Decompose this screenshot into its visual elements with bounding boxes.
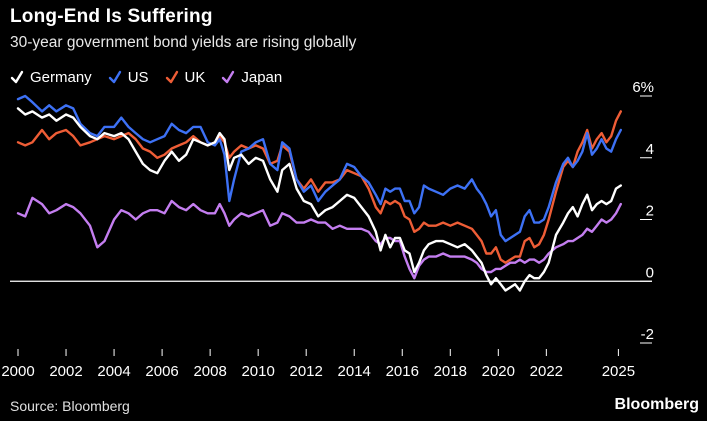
legend-check-icon [222, 70, 235, 84]
x-tick-label: 2016 [386, 363, 419, 380]
legend-item-japan: Japan [221, 69, 282, 86]
y-tick-label: 0 [646, 264, 654, 281]
series-line-us [16, 94, 622, 243]
y-tick-label: -2 [641, 326, 654, 343]
legend-item-uk: UK [165, 68, 206, 86]
x-tick-label: 2000 [1, 363, 34, 380]
x-tick-label: 2010 [241, 363, 274, 380]
series-layer [16, 94, 622, 292]
x-tick-label: 2025 [602, 363, 635, 380]
y-tick-label: 2 [646, 203, 654, 220]
x-tick-label: 2002 [49, 363, 82, 380]
x-tick-label: 2018 [434, 363, 467, 380]
y-unit-label: 6% [632, 79, 654, 96]
x-tick-label: 2012 [290, 363, 323, 380]
legend-label: US [127, 68, 149, 86]
x-tick-label: 2022 [530, 363, 563, 380]
y-tick-label: 4 [646, 141, 654, 158]
legend-check-icon [108, 70, 121, 84]
axis-layer [10, 95, 652, 356]
x-tick-label: 2006 [145, 363, 178, 380]
chart-title: Long-End Is Suffering [10, 6, 213, 27]
legend-label: Japan [241, 68, 283, 86]
chart-subtitle: 30-year government bond yields are risin… [10, 34, 357, 51]
legend-check-icon [165, 70, 178, 84]
x-tick-label: 2020 [482, 363, 515, 380]
legend-label: Germany [30, 68, 92, 86]
x-tick-label: 2014 [338, 363, 371, 380]
source-note: Source: Bloomberg [10, 398, 130, 414]
legend-label: UK [184, 68, 206, 86]
legend-item-us: US [108, 69, 149, 86]
series-line-japan [16, 196, 622, 280]
bloomberg-logo: Bloomberg [614, 396, 699, 413]
legend-check-icon [10, 70, 24, 84]
x-tick-label: 2004 [97, 363, 130, 380]
chart-legend: Germany US UK Japan [10, 67, 298, 87]
legend-item-germany: Germany [10, 69, 92, 86]
x-tick-label: 2008 [193, 363, 226, 380]
series-line-germany [16, 107, 622, 292]
series-line-uk [16, 110, 622, 264]
tick-label-layer: -2 0 2 4 6% 2000 2002 2004 2006 2008 2010 2012 2014 2… [1, 79, 654, 380]
